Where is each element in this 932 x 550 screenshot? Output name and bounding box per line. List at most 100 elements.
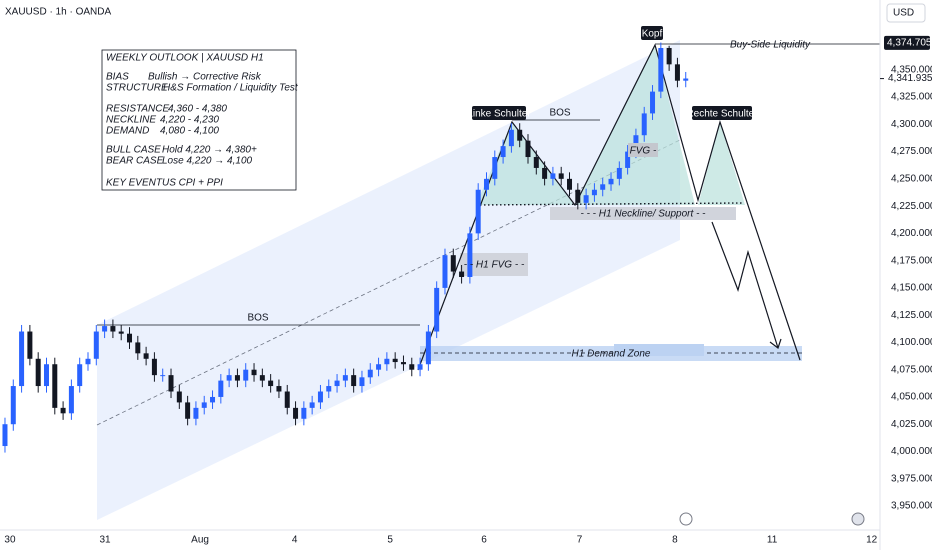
candle-body: [2, 424, 8, 447]
candle-body: [10, 386, 16, 425]
candle-body: [533, 157, 539, 168]
event-icon[interactable]: [679, 512, 693, 526]
flag-icon[interactable]: [851, 512, 865, 526]
candle-body: [301, 407, 307, 419]
y-tick-label: 3,950.000: [891, 501, 932, 512]
info-label: BEAR CASE: [106, 156, 164, 167]
candle-body: [542, 167, 548, 179]
candle-body: [674, 64, 680, 81]
projection-path: [711, 221, 779, 349]
candle-body: [276, 386, 282, 392]
candle-body: [450, 255, 456, 272]
head-label: Kopf: [642, 29, 663, 40]
info-box: WEEKLY OUTLOOK | XAUUSD H1 BIAS Bullish →…: [101, 49, 299, 191]
neckline: [475, 202, 743, 206]
candle-body: [351, 375, 357, 387]
currency[interactable]: USD: [893, 8, 914, 19]
info-box-frame: [101, 49, 297, 191]
demand-label: H1 Demand Zone: [572, 349, 651, 360]
candle-body: [210, 396, 216, 403]
candle-body: [508, 129, 514, 147]
last-price-label: 4,341.935: [888, 73, 932, 84]
candle-body: [160, 375, 166, 377]
head-area: [575, 45, 695, 205]
candle-body: [243, 369, 249, 381]
info-label: NECKLINE: [106, 115, 156, 126]
candle-body: [575, 189, 581, 203]
chart-title: XAUUSD · 1h · OANDA: [5, 7, 111, 18]
candle-body: [442, 255, 448, 288]
right-shoulder-area: [698, 122, 745, 205]
candle-body: [459, 271, 465, 277]
candle-body: [434, 287, 440, 332]
x-tick-label: 8: [672, 535, 678, 546]
candle-body: [317, 391, 323, 403]
candle-body: [625, 151, 631, 168]
bos-label: BOS: [549, 108, 570, 119]
info-value: H&S Formation / Liquidity Test: [163, 83, 299, 94]
candle-body: [168, 375, 174, 392]
candle-body: [583, 195, 589, 203]
candle-body: [309, 402, 315, 408]
info-label: BIAS: [106, 72, 129, 83]
candle-body: [102, 326, 108, 332]
candle-body: [641, 113, 647, 136]
candle-body: [43, 364, 49, 387]
candle-body: [234, 375, 240, 381]
info-value: 4,220 - 4,230: [160, 115, 219, 126]
x-tick-label: 12: [866, 535, 878, 546]
y-tick-label: 4,125.000: [891, 310, 932, 321]
candle-body: [525, 140, 531, 158]
y-tick-label: 4,200.000: [891, 228, 932, 239]
candle-body: [77, 364, 83, 387]
y-tick-label: 4,350.000: [891, 64, 932, 75]
currency-box[interactable]: [886, 3, 926, 23]
info-label: KEY EVENT: [106, 178, 163, 189]
x-tick-label: 30: [4, 535, 16, 546]
candle-body: [400, 362, 406, 365]
y-tick-label: 4,175.000: [891, 255, 932, 266]
candle-body: [60, 407, 66, 414]
candle-body: [658, 47, 664, 92]
candle-body: [376, 364, 382, 370]
pattern-line: [417, 43, 801, 371]
candle-body: [143, 353, 149, 359]
candles: [2, 42, 689, 453]
info-label: RESISTANCE: [106, 104, 169, 115]
y-tick-label: 4,050.000: [891, 392, 932, 403]
candle-body: [185, 402, 191, 419]
x-tick-label: 11: [767, 535, 778, 546]
candle-body: [500, 146, 506, 158]
info-label: STRUCTURE: [106, 83, 168, 94]
x-tick-label: 7: [577, 535, 583, 546]
h1-fvg-box: [460, 253, 528, 276]
y-tick-label: 4,250.000: [891, 173, 932, 184]
candle-body: [27, 331, 33, 359]
y-tick-label: 4,000.000: [891, 446, 932, 457]
candle-body: [384, 358, 390, 365]
left-shoulder-label: Linke Schulter: [467, 109, 531, 120]
info-value: Hold 4,220 → 4,380+: [162, 145, 257, 156]
candle-body: [567, 178, 573, 190]
y-tick-label: 4,275.000: [891, 146, 932, 157]
candle-body: [475, 189, 481, 234]
candle-body: [558, 173, 564, 179]
info-value: Lose 4,220 → 4,100: [162, 156, 253, 167]
candle-body: [483, 178, 489, 190]
candle-body: [135, 342, 141, 354]
candle-body: [326, 386, 332, 392]
neckline-label-box: [550, 207, 736, 220]
candle-body: [666, 47, 672, 65]
buy-side-label: Buy-Side Liquidity: [730, 40, 811, 51]
candle-body: [409, 364, 415, 370]
info-title: WEEKLY OUTLOOK | XAUUSD H1: [106, 53, 264, 64]
candle-body: [151, 358, 157, 376]
candle-body: [259, 375, 265, 381]
candle-body: [218, 380, 224, 397]
candle-body: [334, 380, 340, 387]
info-value: US CPI + PPI: [162, 178, 223, 189]
candle-body: [467, 233, 473, 277]
candle-body: [342, 375, 348, 381]
